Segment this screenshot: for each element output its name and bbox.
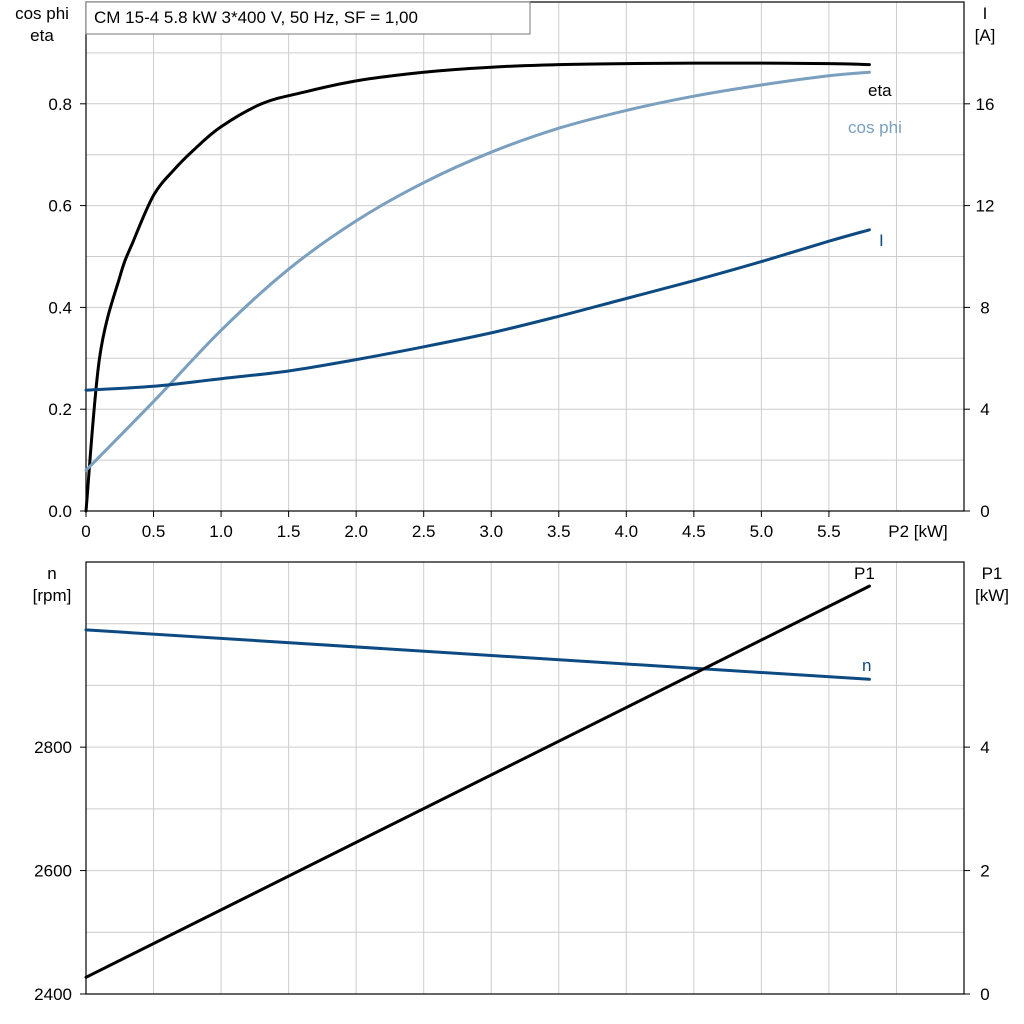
x-tick-label: 0.5 [142, 522, 166, 541]
axis-ticks [80, 103, 970, 995]
bottom-right-y-tick-label: 2 [980, 862, 989, 881]
x-tick-label: 0 [81, 522, 90, 541]
bottom-left-y-tick-label: 2800 [34, 738, 72, 757]
series-line-p1 [84, 584, 871, 979]
bottom-right-y-tick-label: 0 [980, 985, 989, 1004]
top-right-axis-label-2: [A] [975, 26, 996, 45]
series-label-cos-phi: cos phi [848, 118, 902, 137]
series-label-p1: P1 [854, 564, 875, 583]
bottom-right-y-tick-label: 4 [980, 738, 989, 757]
x-tick-label: 3.5 [547, 522, 571, 541]
series-label-eta: eta [868, 81, 892, 100]
x-tick-label: 5.0 [750, 522, 774, 541]
top-right-y-tick-label: 0 [980, 502, 989, 521]
bottom-left-y-tick-label: 2600 [34, 862, 72, 881]
top-left-axis-label-2: eta [30, 26, 54, 45]
top-right-y-tick-label: 16 [976, 95, 995, 114]
top-chart-grid [86, 2, 964, 511]
x-tick-label: 3.0 [479, 522, 503, 541]
x-tick-label: 4.0 [614, 522, 638, 541]
x-axis-label: P2 [kW] [888, 522, 948, 541]
axis-tick-labels: 0 0.5 1.0 1.5 2.0 2.5 3.0 3.5 4.0 4.5 5.0 5.5 0.0 0.2… [34, 95, 994, 1004]
x-tick-label: 2.5 [412, 522, 436, 541]
x-tick-label: 2.0 [344, 522, 368, 541]
bottom-right-axis-label-1: P1 [982, 564, 1003, 583]
x-tick-label: 5.5 [817, 522, 841, 541]
series-label-current: I [879, 231, 884, 250]
top-left-axis-label-1: cos phi [15, 4, 69, 23]
series-line-i [84, 228, 871, 392]
top-right-axis-label-1: I [983, 4, 988, 23]
top-right-y-tick-label: 12 [976, 197, 995, 216]
top-right-y-tick-label: 4 [980, 400, 989, 419]
series-line-n [84, 628, 871, 681]
chart-curves [84, 61, 871, 979]
top-left-y-tick-label: 0.6 [48, 197, 72, 216]
title-box [85, 1, 531, 35]
bottom-left-axis-label-2: [rpm] [33, 586, 72, 605]
top-left-y-tick-label: 0.0 [48, 502, 72, 521]
chart-title: CM 15-4 5.8 kW 3*400 V, 50 Hz, SF = 1,00 [94, 8, 418, 27]
x-tick-label: 1.0 [209, 522, 233, 541]
bottom-left-y-tick-label: 2400 [34, 985, 72, 1004]
series-line-eta [84, 61, 871, 513]
series-line-cos-phi [84, 70, 871, 472]
bottom-left-axis-label-1: n [47, 564, 56, 583]
x-tick-label: 4.5 [682, 522, 706, 541]
top-left-y-tick-label: 0.4 [48, 298, 72, 317]
bottom-chart-grid [86, 562, 964, 994]
top-left-y-tick-label: 0.8 [48, 95, 72, 114]
x-tick-label: 1.5 [277, 522, 301, 541]
bottom-plot-frame [85, 561, 965, 995]
top-left-y-tick-label: 0.2 [48, 400, 72, 419]
top-right-y-tick-label: 8 [980, 298, 989, 317]
series-label-speed: n [862, 656, 871, 675]
bottom-right-axis-label-2: [kW] [975, 586, 1009, 605]
